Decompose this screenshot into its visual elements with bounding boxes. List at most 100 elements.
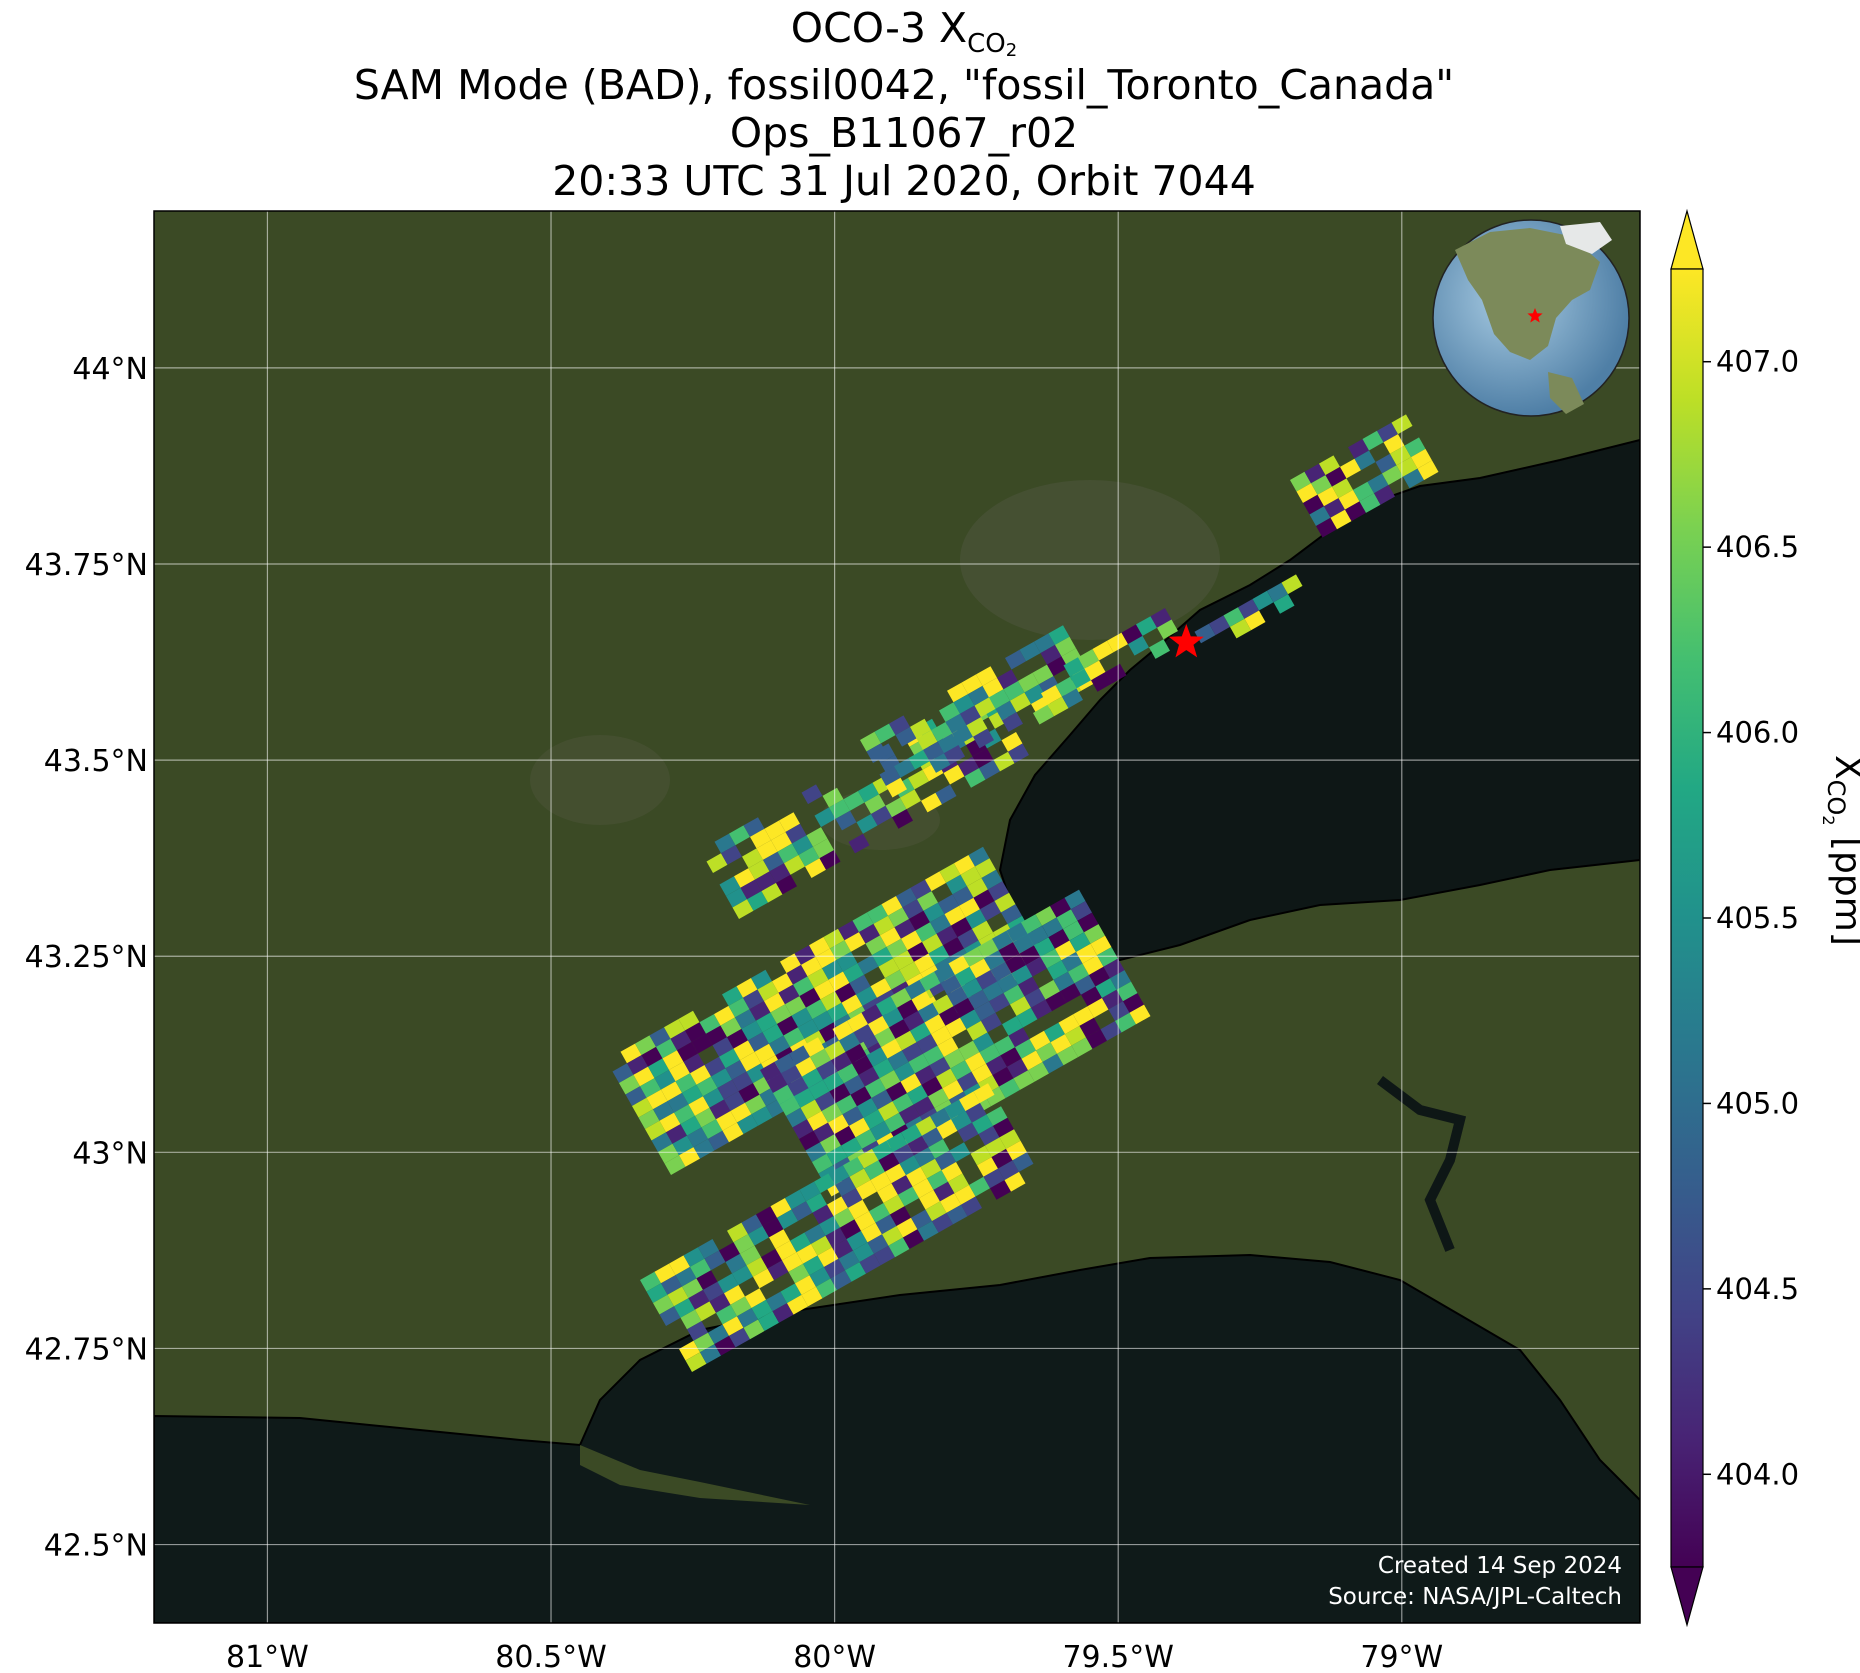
sounding-cell: [659, 1306, 681, 1326]
sounding-cell: [960, 1009, 981, 1030]
colorbar-tick-label: 405.5: [1716, 901, 1799, 935]
sounding-cell: [775, 1240, 797, 1261]
sounding-cell: [675, 1073, 697, 1093]
sounding-cell: [757, 981, 779, 1001]
sounding-cell: [990, 1180, 1011, 1200]
sounding-cell: [1011, 965, 1033, 985]
sounding-cell: [777, 1015, 798, 1036]
sounding-cell: [947, 682, 968, 703]
sounding-cell: [954, 855, 975, 875]
sounding-cell: [796, 1244, 818, 1264]
sounding-cell: [1033, 704, 1054, 725]
sounding-cell: [835, 1176, 856, 1197]
sounding-cell: [773, 1084, 794, 1105]
sounding-cell: [921, 792, 942, 813]
sounding-cell: [943, 937, 964, 957]
sounding-cell: [1383, 434, 1405, 454]
sounding-cell: [785, 823, 807, 844]
sounding-cell: [688, 1096, 710, 1116]
sounding-cell: [998, 942, 1020, 962]
sounding-cell: [878, 1101, 899, 1121]
sounding-cell: [1079, 1017, 1101, 1038]
sounding-cell: [869, 1203, 890, 1223]
sounding-cell: [1230, 618, 1251, 639]
sounding-cell: [940, 974, 962, 995]
sounding-cell: [708, 1324, 729, 1345]
sounding-cell: [717, 1273, 739, 1294]
sounding-cell: [967, 878, 988, 898]
colorbar-tick-label: 405.0: [1716, 1086, 1799, 1120]
sounding-cell: [928, 1088, 949, 1108]
sounding-cell: [791, 1007, 813, 1028]
sounding-cell: [704, 1250, 726, 1271]
sounding-cell: [973, 889, 995, 910]
sounding-cell: [1050, 897, 1071, 918]
sounding-cell: [1304, 463, 1326, 484]
sounding-cell: [885, 797, 907, 818]
sounding-cell: [764, 992, 785, 1013]
sounding-cell: [798, 1019, 819, 1039]
sounding-cell: [1006, 922, 1028, 943]
sounding-cell: [838, 1250, 860, 1271]
latitude-tick-labels: 44°N 43.75°N 43.5°N 43.25°N 43°N 42.75°N 42.5°…: [25, 352, 148, 1564]
sounding-cell: [1001, 732, 1023, 752]
sounding-cell: [728, 997, 750, 1018]
lon-tick-label: 80°W: [793, 1640, 876, 1673]
sounding-cell: [1105, 663, 1127, 684]
sounding-cell: [751, 969, 772, 990]
title-line-2: SAM Mode (BAD), fossil0042, "fossil_Toro…: [353, 61, 1455, 109]
sounding-cell: [1063, 920, 1084, 941]
sounding-cell: [932, 1212, 953, 1233]
sounding-cell: [1375, 453, 1397, 474]
sounding-cell: [737, 1114, 758, 1134]
sounding-cell: [786, 964, 808, 985]
colorbar-ticks: 407.0 406.5 406.0 405.5 405.0 404.5 404.0: [1703, 345, 1799, 1491]
sounding-cell: [687, 1127, 708, 1148]
sounding-cell: [770, 1198, 792, 1218]
sounding-cell: [992, 930, 1013, 951]
sounding-cell: [747, 891, 768, 911]
sounding-cell: [732, 1265, 753, 1285]
sounding-cell: [1077, 912, 1099, 933]
sounding-cell: [1317, 486, 1339, 507]
lon-tick-label: 80.5°W: [495, 1640, 606, 1673]
globe-inset: [1432, 219, 1630, 417]
sounding-cell: [1290, 471, 1311, 492]
sounding-cell: [959, 1091, 980, 1112]
sounding-cell: [680, 1115, 702, 1136]
sounding-cell: [861, 1004, 883, 1025]
sounding-cell: [993, 1117, 1014, 1138]
sounding-cell: [902, 899, 924, 919]
sounding-cell: [729, 1327, 750, 1348]
sounding-cell: [945, 713, 967, 734]
sounding-cell: [741, 1020, 763, 1041]
sounding-cell: [749, 1001, 771, 1021]
sounding-cell: [1012, 1152, 1034, 1172]
sounding-cell: [871, 805, 892, 826]
sounding-cell: [1005, 953, 1026, 974]
sounding-cell: [852, 912, 874, 933]
sounding-cell: [981, 869, 1003, 890]
sounding-cell: [648, 1058, 669, 1079]
sounding-cell: [940, 1193, 961, 1213]
sounding-cell: [820, 991, 842, 1011]
sounding-cell: [690, 1258, 711, 1279]
sounding-cell: [726, 887, 747, 908]
sounding-cell: [890, 988, 912, 1008]
sounding-cell: [939, 863, 961, 883]
sounding-cell: [953, 997, 975, 1018]
sounding-cell: [653, 1101, 674, 1121]
sounding-cell: [669, 1255, 690, 1276]
sounding-cell: [892, 809, 913, 829]
sounding-cell: [1069, 932, 1091, 952]
sounding-cell: [915, 1116, 937, 1136]
sounding-cell: [899, 961, 921, 982]
sounding-cell: [952, 886, 974, 906]
sounding-cell: [882, 1226, 903, 1246]
sounding-cell: [1010, 692, 1031, 713]
sounding-cell: [1013, 933, 1034, 954]
sounding-cell: [732, 899, 754, 919]
sounding-cell: [891, 1175, 913, 1195]
sounding-cell: [675, 1266, 697, 1287]
colorbar-extend-bottom: [1670, 1566, 1704, 1628]
